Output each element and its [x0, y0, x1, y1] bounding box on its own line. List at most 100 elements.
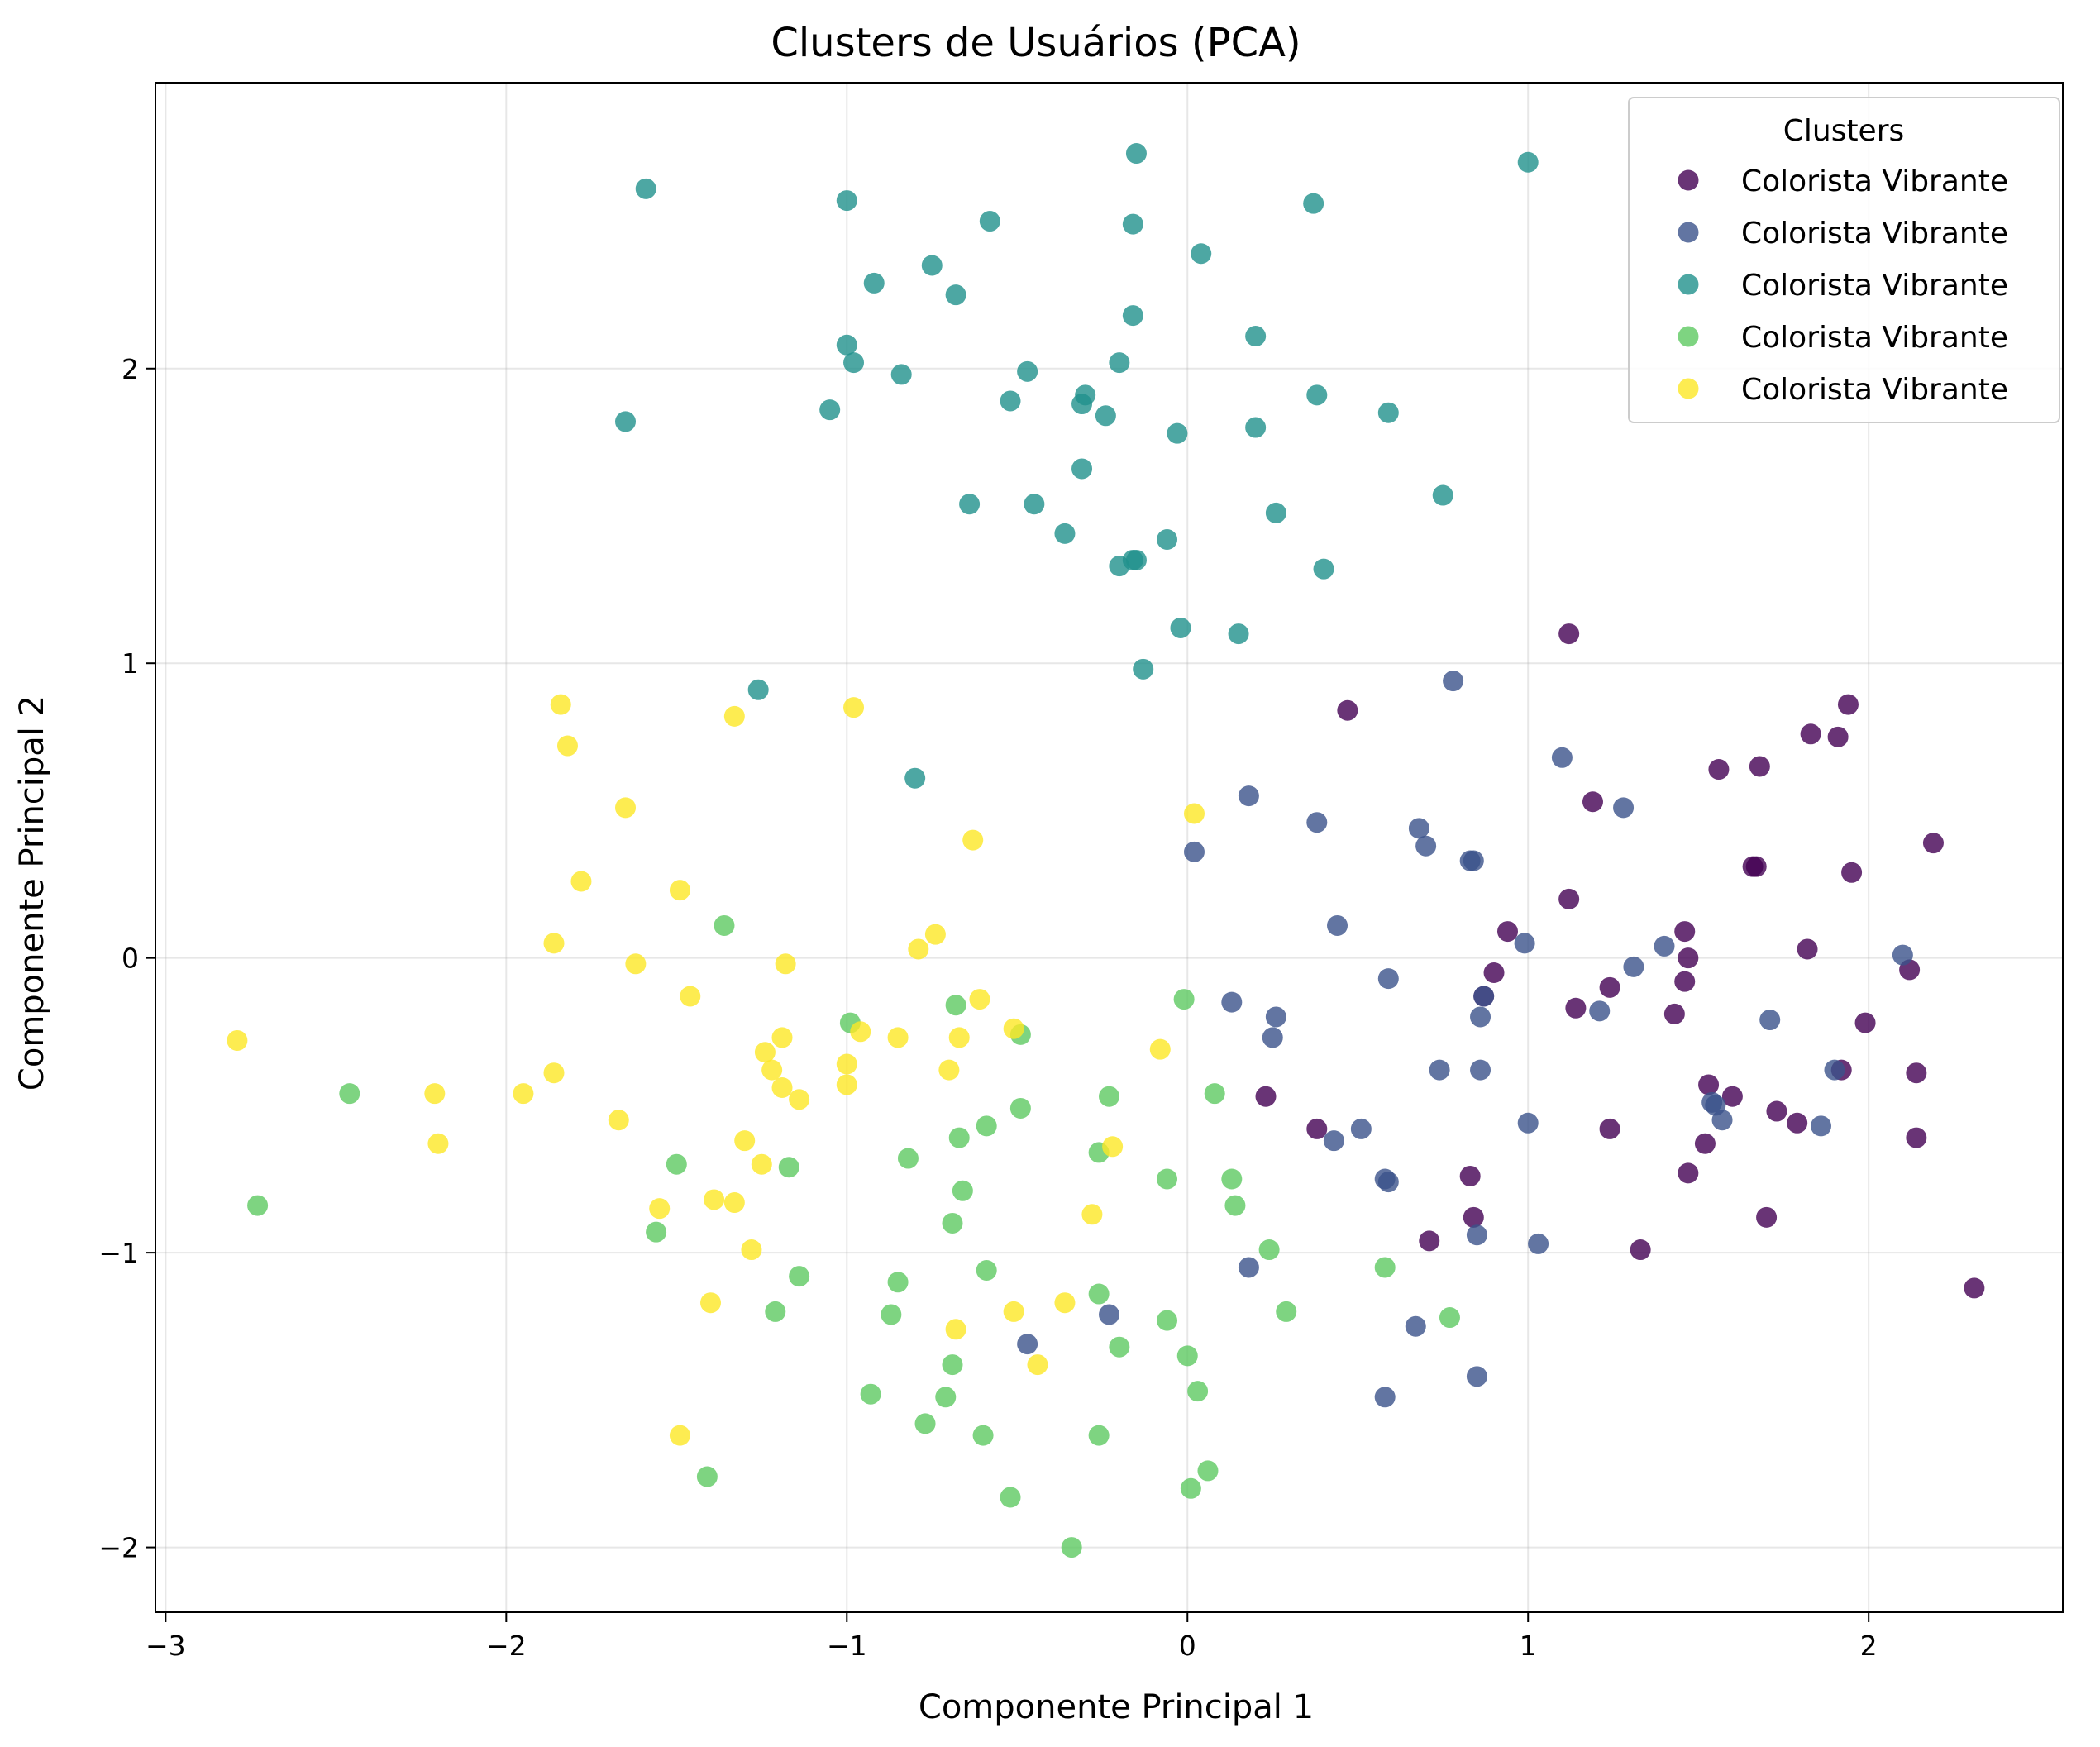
data-point	[976, 1115, 997, 1137]
x-axis-label: Componente Principal 1	[919, 1688, 1314, 1726]
data-point	[1176, 1345, 1198, 1367]
data-point	[850, 1021, 871, 1043]
data-point	[1009, 1097, 1031, 1119]
data-point	[1221, 991, 1243, 1013]
legend-title: Clusters	[1783, 114, 1905, 148]
data-point	[1054, 1292, 1076, 1314]
data-point	[734, 1130, 756, 1152]
data-point	[556, 735, 578, 757]
data-point	[615, 797, 637, 819]
data-point	[1841, 862, 1863, 883]
data-point	[969, 989, 990, 1010]
x-tick-label: 2	[1860, 1630, 1878, 1662]
data-point	[860, 1383, 881, 1405]
data-point	[1674, 921, 1696, 943]
data-point	[935, 1387, 957, 1408]
data-point	[979, 211, 1000, 232]
data-point	[819, 399, 841, 421]
data-point	[1517, 151, 1539, 173]
data-point	[1061, 1537, 1082, 1558]
data-point	[1224, 1195, 1246, 1216]
data-point	[1173, 989, 1195, 1010]
data-point	[1167, 422, 1188, 444]
series-4	[247, 914, 1460, 1558]
data-point	[1678, 1162, 1699, 1184]
data-point	[948, 1127, 970, 1148]
data-point	[1678, 947, 1699, 969]
data-point	[1306, 812, 1328, 833]
data-point	[945, 1319, 966, 1340]
data-point	[938, 1059, 960, 1081]
data-point	[1674, 971, 1696, 992]
data-point	[1258, 1239, 1280, 1261]
series-3	[615, 143, 1539, 789]
data-point	[1374, 1387, 1396, 1408]
legend-items: Colorista Vibrante Colorista Vibrante Colo…	[1678, 165, 2008, 407]
data-point	[904, 767, 926, 789]
data-point	[1122, 213, 1143, 235]
data-point	[765, 1301, 786, 1322]
data-point	[680, 986, 701, 1007]
data-point	[1071, 458, 1093, 480]
data-point	[543, 1062, 565, 1084]
data-point	[1095, 405, 1116, 427]
data-point	[836, 334, 857, 356]
data-point	[1630, 1239, 1651, 1261]
data-point	[1443, 671, 1464, 692]
data-point	[1125, 143, 1147, 165]
data-point	[921, 255, 943, 276]
data-point	[1756, 1206, 1778, 1228]
data-point	[1003, 1301, 1024, 1322]
data-point	[1742, 856, 1764, 877]
data-point	[1157, 529, 1178, 551]
legend-box	[1628, 97, 2060, 423]
data-point	[1088, 1425, 1110, 1446]
data-point	[1514, 933, 1535, 954]
y-axis-label: Componente Principal 2	[13, 695, 51, 1091]
data-point	[1654, 935, 1675, 957]
data-point	[1255, 1086, 1277, 1107]
x-tick-label: −1	[827, 1630, 867, 1662]
data-point	[1459, 1165, 1481, 1186]
legend-label: Colorista Vibrante	[1741, 165, 2008, 198]
data-point	[1306, 384, 1328, 406]
data-point	[339, 1083, 360, 1105]
data-point	[669, 1425, 690, 1446]
data-point	[700, 1292, 722, 1314]
data-point	[775, 953, 796, 975]
data-point	[669, 880, 690, 901]
data-point	[1377, 1172, 1399, 1193]
data-point	[771, 1027, 793, 1048]
data-point	[1265, 502, 1286, 523]
data-point	[863, 272, 885, 294]
data-point	[1183, 841, 1205, 862]
data-point	[1496, 921, 1518, 943]
data-point	[1017, 1334, 1038, 1355]
legend-marker	[1678, 378, 1699, 399]
data-point	[1157, 1310, 1178, 1331]
series-2	[1017, 671, 1913, 1408]
data-point	[1694, 1133, 1716, 1154]
data-point	[1071, 394, 1093, 415]
data-point	[635, 178, 656, 199]
data-point	[1623, 956, 1644, 977]
data-point	[1197, 1460, 1219, 1482]
data-point	[1228, 623, 1249, 645]
data-point	[247, 1195, 269, 1216]
data-point	[1599, 1118, 1620, 1139]
data-point	[747, 679, 769, 700]
data-point	[1551, 747, 1573, 768]
data-point	[1133, 658, 1154, 680]
data-point	[1377, 402, 1399, 423]
data-point	[723, 1192, 745, 1214]
data-point	[615, 411, 637, 432]
data-point	[1419, 1230, 1440, 1252]
data-point	[1180, 1477, 1201, 1499]
data-point	[948, 1027, 970, 1048]
data-point	[962, 829, 984, 851]
plot-frame	[155, 82, 2064, 1613]
data-point	[1313, 558, 1334, 580]
data-point	[1374, 1257, 1396, 1278]
data-point	[945, 995, 966, 1016]
